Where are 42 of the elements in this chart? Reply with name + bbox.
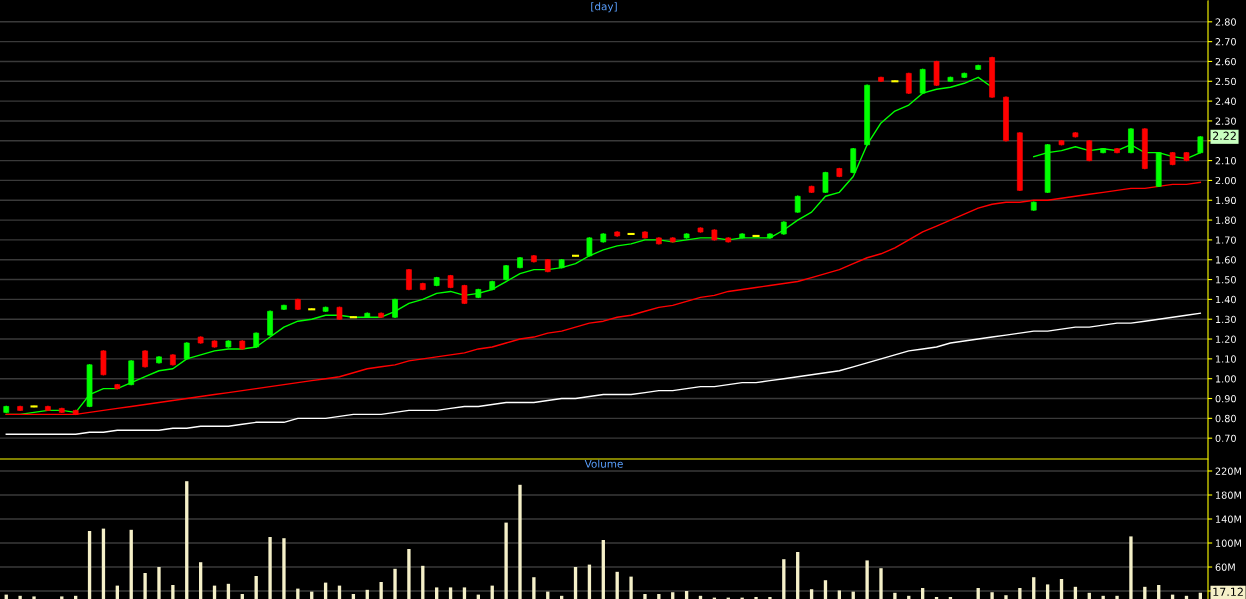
y-tick-label: 1.40 bbox=[1216, 295, 1236, 304]
candlestick bbox=[933, 60, 940, 86]
y-tick-label: 1.70 bbox=[1216, 236, 1236, 244]
y-tick-label: 0.70 bbox=[1215, 434, 1236, 443]
candlestick bbox=[822, 171, 829, 194]
candlestick bbox=[905, 72, 912, 94]
y-tick-label: 2.00 bbox=[1215, 176, 1236, 185]
y-tick-label: 220M bbox=[1215, 467, 1241, 475]
y-tick-label: 1.10 bbox=[1216, 355, 1236, 363]
y-tick-label: 2.60 bbox=[1215, 57, 1236, 66]
annotation: 17.12 bbox=[1213, 587, 1243, 596]
annotation: 2.22 bbox=[1212, 131, 1236, 140]
candlestick bbox=[406, 268, 412, 291]
candlestick bbox=[128, 360, 135, 386]
y-tick-label: 1.00 bbox=[1216, 375, 1236, 383]
candlestick bbox=[850, 148, 857, 174]
y-tick-label: 0.80 bbox=[1215, 414, 1236, 423]
y-tick-label: 1.80 bbox=[1216, 216, 1236, 224]
y-tick-label: 2.10 bbox=[1215, 157, 1236, 165]
y-tick-label: 60M bbox=[1215, 563, 1235, 571]
y-tick-label: 0.90 bbox=[1215, 395, 1236, 403]
line-series bbox=[5, 181, 1202, 416]
y-tick-label: 1.90 bbox=[1216, 196, 1236, 205]
y-tick-label: 2.40 bbox=[1215, 97, 1236, 105]
chart-title: [day] bbox=[591, 2, 617, 13]
candlestick bbox=[1128, 128, 1134, 154]
y-tick-label: 2.30 bbox=[1215, 117, 1236, 125]
y-tick-label: 2.80 bbox=[1215, 18, 1236, 26]
candlestick bbox=[267, 310, 273, 336]
y-tick-label: 180M bbox=[1216, 491, 1241, 499]
y-tick-label: 100M bbox=[1216, 539, 1241, 547]
chart-title: Volume bbox=[584, 459, 623, 468]
y-tick-label: 1.60 bbox=[1216, 256, 1236, 264]
candlestick bbox=[100, 350, 107, 376]
y-tick-label: 1.30 bbox=[1216, 315, 1236, 324]
y-tick-label: 1.50 bbox=[1216, 276, 1236, 284]
candlestick bbox=[1086, 140, 1093, 162]
y-tick-label: 2.50 bbox=[1215, 77, 1236, 86]
line-series bbox=[5, 312, 1202, 435]
y-tick-label: 140M bbox=[1216, 515, 1241, 523]
y-tick-label: 1.20 bbox=[1216, 335, 1236, 343]
y-tick-label: 2.70 bbox=[1215, 38, 1236, 46]
